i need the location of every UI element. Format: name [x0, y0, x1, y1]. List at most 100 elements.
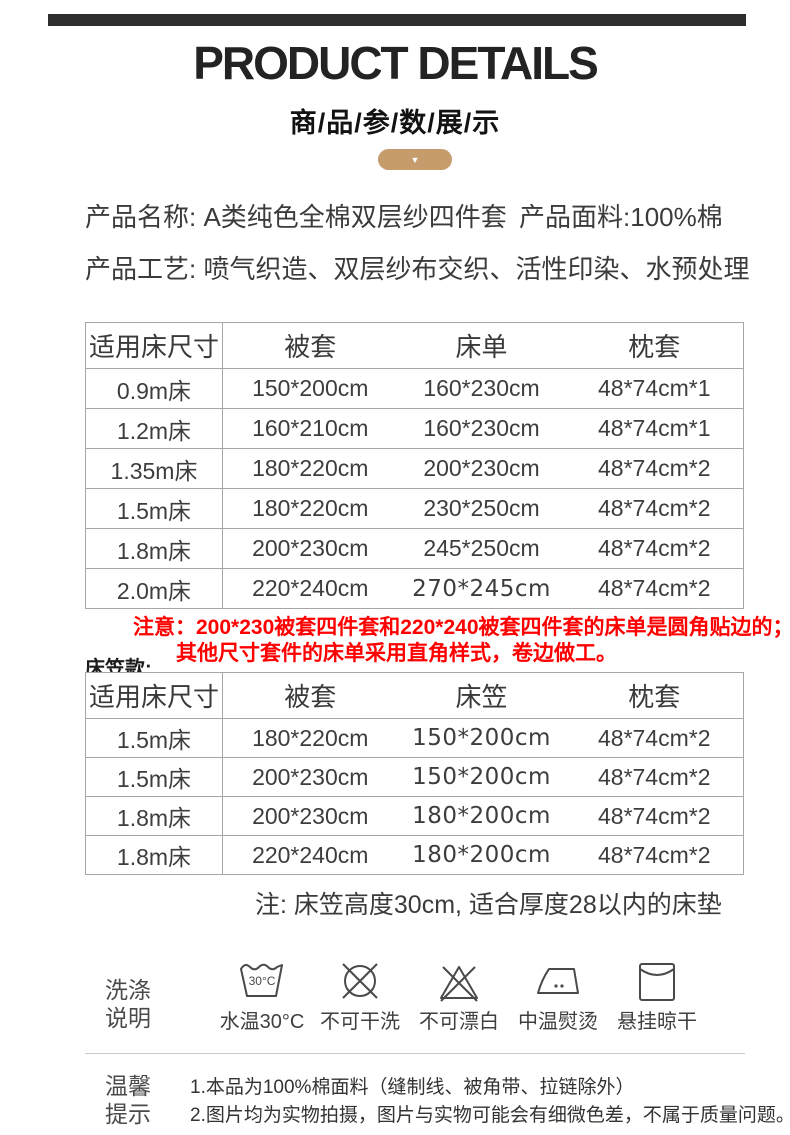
care-item-hang-dry: 悬挂晾干	[609, 960, 705, 1034]
table-cell: 160*210cm	[222, 408, 398, 449]
column-header: 枕套	[565, 322, 744, 369]
care-caption: 不可漂白	[419, 1011, 499, 1033]
product-fabric-value: 100%棉	[630, 202, 723, 232]
column-header: 床笠	[397, 672, 566, 719]
table-cell: 48*74cm*2	[565, 757, 744, 797]
scroll-down-button[interactable]: ▼	[378, 149, 452, 170]
table-cell: 48*74cm*2	[565, 835, 744, 875]
product-craft-value: 喷气织造、双层纱布交织、活性印染、水预处理	[203, 254, 750, 284]
table-cell: 2.0m床	[85, 568, 223, 609]
table-cell: 1.5m床	[85, 488, 223, 529]
table-cell: 200*230cm	[222, 796, 398, 836]
iron-medium-icon	[537, 968, 579, 994]
product-fabric-label: 产品面料:	[519, 202, 631, 232]
table-cell: 1.8m床	[85, 528, 223, 569]
table-row: 0.9m床 150*200cm 160*230cm 48*74cm*1	[85, 368, 744, 409]
column-header: 被套	[222, 672, 398, 719]
washing-section-label: 洗涤 说明	[105, 976, 151, 1032]
table-cell: 1.5m床	[85, 718, 223, 758]
washing-label-line2: 说明	[105, 1005, 151, 1031]
table-cell: 48*74cm*2	[565, 796, 744, 836]
table-row: 1.2m床 160*210cm 160*230cm 48*74cm*1	[85, 408, 744, 449]
table-cell: 160*230cm	[397, 368, 566, 409]
table-cell: 1.8m床	[85, 796, 223, 836]
table-cell: 200*230cm	[222, 757, 398, 797]
tips-label-line1: 温馨	[105, 1073, 151, 1099]
table-cell: 1.35m床	[85, 448, 223, 489]
column-header: 适用床尺寸	[85, 322, 223, 369]
table-cell: 48*74cm*2	[565, 488, 744, 529]
table-cell: 180*200cm	[397, 835, 566, 875]
table-cell: 48*74cm*2	[565, 448, 744, 489]
care-item-no-bleach: 不可漂白	[411, 960, 507, 1034]
table-row: 1.8m床 220*240cm 180*200cm 48*74cm*2	[85, 835, 744, 875]
tips-text: 1.本品为100%棉面料（缝制线、被角带、拉链除外） 2.图片均为实物拍摄，图片…	[190, 1074, 790, 1130]
product-craft-label: 产品工艺:	[85, 254, 197, 284]
product-craft-line: 产品工艺: 喷气织造、双层纱布交织、活性印染、水预处理	[85, 249, 749, 286]
care-item-no-dry-clean: 不可干洗	[312, 960, 408, 1034]
table-cell: 150*200cm	[397, 757, 566, 797]
table-cell: 48*74cm*1	[565, 408, 744, 449]
table-cell: 150*200cm	[222, 368, 398, 409]
column-header: 被套	[222, 322, 398, 369]
size-table: 适用床尺寸 被套 床单 枕套 0.9m床 150*200cm 160*230cm 48*74c…	[85, 322, 744, 609]
table-cell: 200*230cm	[222, 528, 398, 569]
care-item-iron-medium: 中温熨烫	[510, 960, 606, 1034]
wash-temp-text: 30°C	[249, 974, 276, 988]
table-row: 1.35m床 180*220cm 200*230cm 48*74cm*2	[85, 448, 744, 489]
no-bleach-icon	[440, 966, 478, 1002]
column-header: 床单	[397, 322, 566, 369]
table-cell: 200*230cm	[397, 448, 566, 489]
table-row: 1.5m床 180*220cm 230*250cm 48*74cm*2	[85, 488, 744, 529]
fitted-sheet-note: 注: 床笠高度30cm, 适合厚度28以内的床垫	[255, 891, 722, 919]
table-cell: 180*200cm	[397, 796, 566, 836]
table-row: 1.8m床 200*230cm 180*200cm 48*74cm*2	[85, 796, 744, 836]
table-cell: 1.5m床	[85, 757, 223, 797]
product-name-line: 产品名称: A类纯色全棉双层纱四件套	[85, 197, 507, 234]
top-divider-bar	[48, 14, 746, 26]
table-cell: 1.2m床	[85, 408, 223, 449]
table-cell: 270*245cm	[397, 568, 566, 609]
table-row: 1.5m床 200*230cm 150*200cm 48*74cm*2	[85, 757, 744, 797]
product-fabric-line: 产品面料:100%棉	[519, 197, 723, 234]
table-cell: 0.9m床	[85, 368, 223, 409]
wash-30-icon: 30°C	[240, 963, 283, 997]
tips-line-2: 2.图片均为实物拍摄，图片与实物可能会有细微色差，不属于质量问题。	[190, 1105, 790, 1126]
table-cell: 1.8m床	[85, 835, 223, 875]
care-caption: 不可干洗	[320, 1011, 400, 1033]
fitted-size-table: 适用床尺寸 被套 床笠 枕套 1.5m床 180*220cm 150*200cm 48*74c…	[85, 672, 744, 875]
no-dry-clean-icon	[342, 963, 378, 999]
table-cell: 48*74cm*2	[565, 528, 744, 569]
table-header-row: 适用床尺寸 被套 床笠 枕套	[85, 672, 744, 719]
column-header: 枕套	[565, 672, 744, 719]
table-row: 1.5m床 180*220cm 150*200cm 48*74cm*2	[85, 718, 744, 758]
table-cell: 245*250cm	[397, 528, 566, 569]
table-cell: 150*200cm	[397, 718, 566, 758]
table-cell: 180*220cm	[222, 448, 398, 489]
table-row: 2.0m床 220*240cm 270*245cm 48*74cm*2	[85, 568, 744, 609]
tips-line-1: 1.本品为100%棉面料（缝制线、被角带、拉链除外）	[190, 1077, 635, 1098]
care-caption: 水温30°C	[219, 1011, 305, 1033]
table-cell: 220*240cm	[222, 835, 398, 875]
notice-line-1: 注意：200*230被套四件套和220*240被套四件套的床单是圆角贴边的；	[133, 616, 790, 639]
page-subtitle: 商/品/参/数/展/示	[289, 108, 501, 138]
hang-dry-icon	[639, 963, 675, 1001]
care-item-wash-30: 30°C 水温30°C	[214, 960, 310, 1034]
section-divider	[85, 1053, 745, 1054]
care-caption: 悬挂晾干	[617, 1011, 697, 1033]
care-caption: 中温熨烫	[518, 1011, 598, 1033]
table-cell: 48*74cm*2	[565, 718, 744, 758]
table-cell: 180*220cm	[222, 488, 398, 529]
table-cell: 220*240cm	[222, 568, 398, 609]
page-title: PRODUCT DETAILS	[193, 37, 599, 89]
tips-section-label: 温馨 提示	[105, 1072, 151, 1128]
table-cell: 160*230cm	[397, 408, 566, 449]
tips-label-line2: 提示	[105, 1101, 151, 1127]
column-header: 适用床尺寸	[85, 672, 223, 719]
table-cell: 230*250cm	[397, 488, 566, 529]
product-name-label: 产品名称:	[85, 202, 197, 232]
washing-label-line1: 洗涤	[105, 977, 151, 1003]
product-name-value: A类纯色全棉双层纱四件套	[203, 202, 507, 232]
notice-line-2: 其他尺寸套件的床单采用直角样式，卷边做工。	[176, 642, 617, 665]
